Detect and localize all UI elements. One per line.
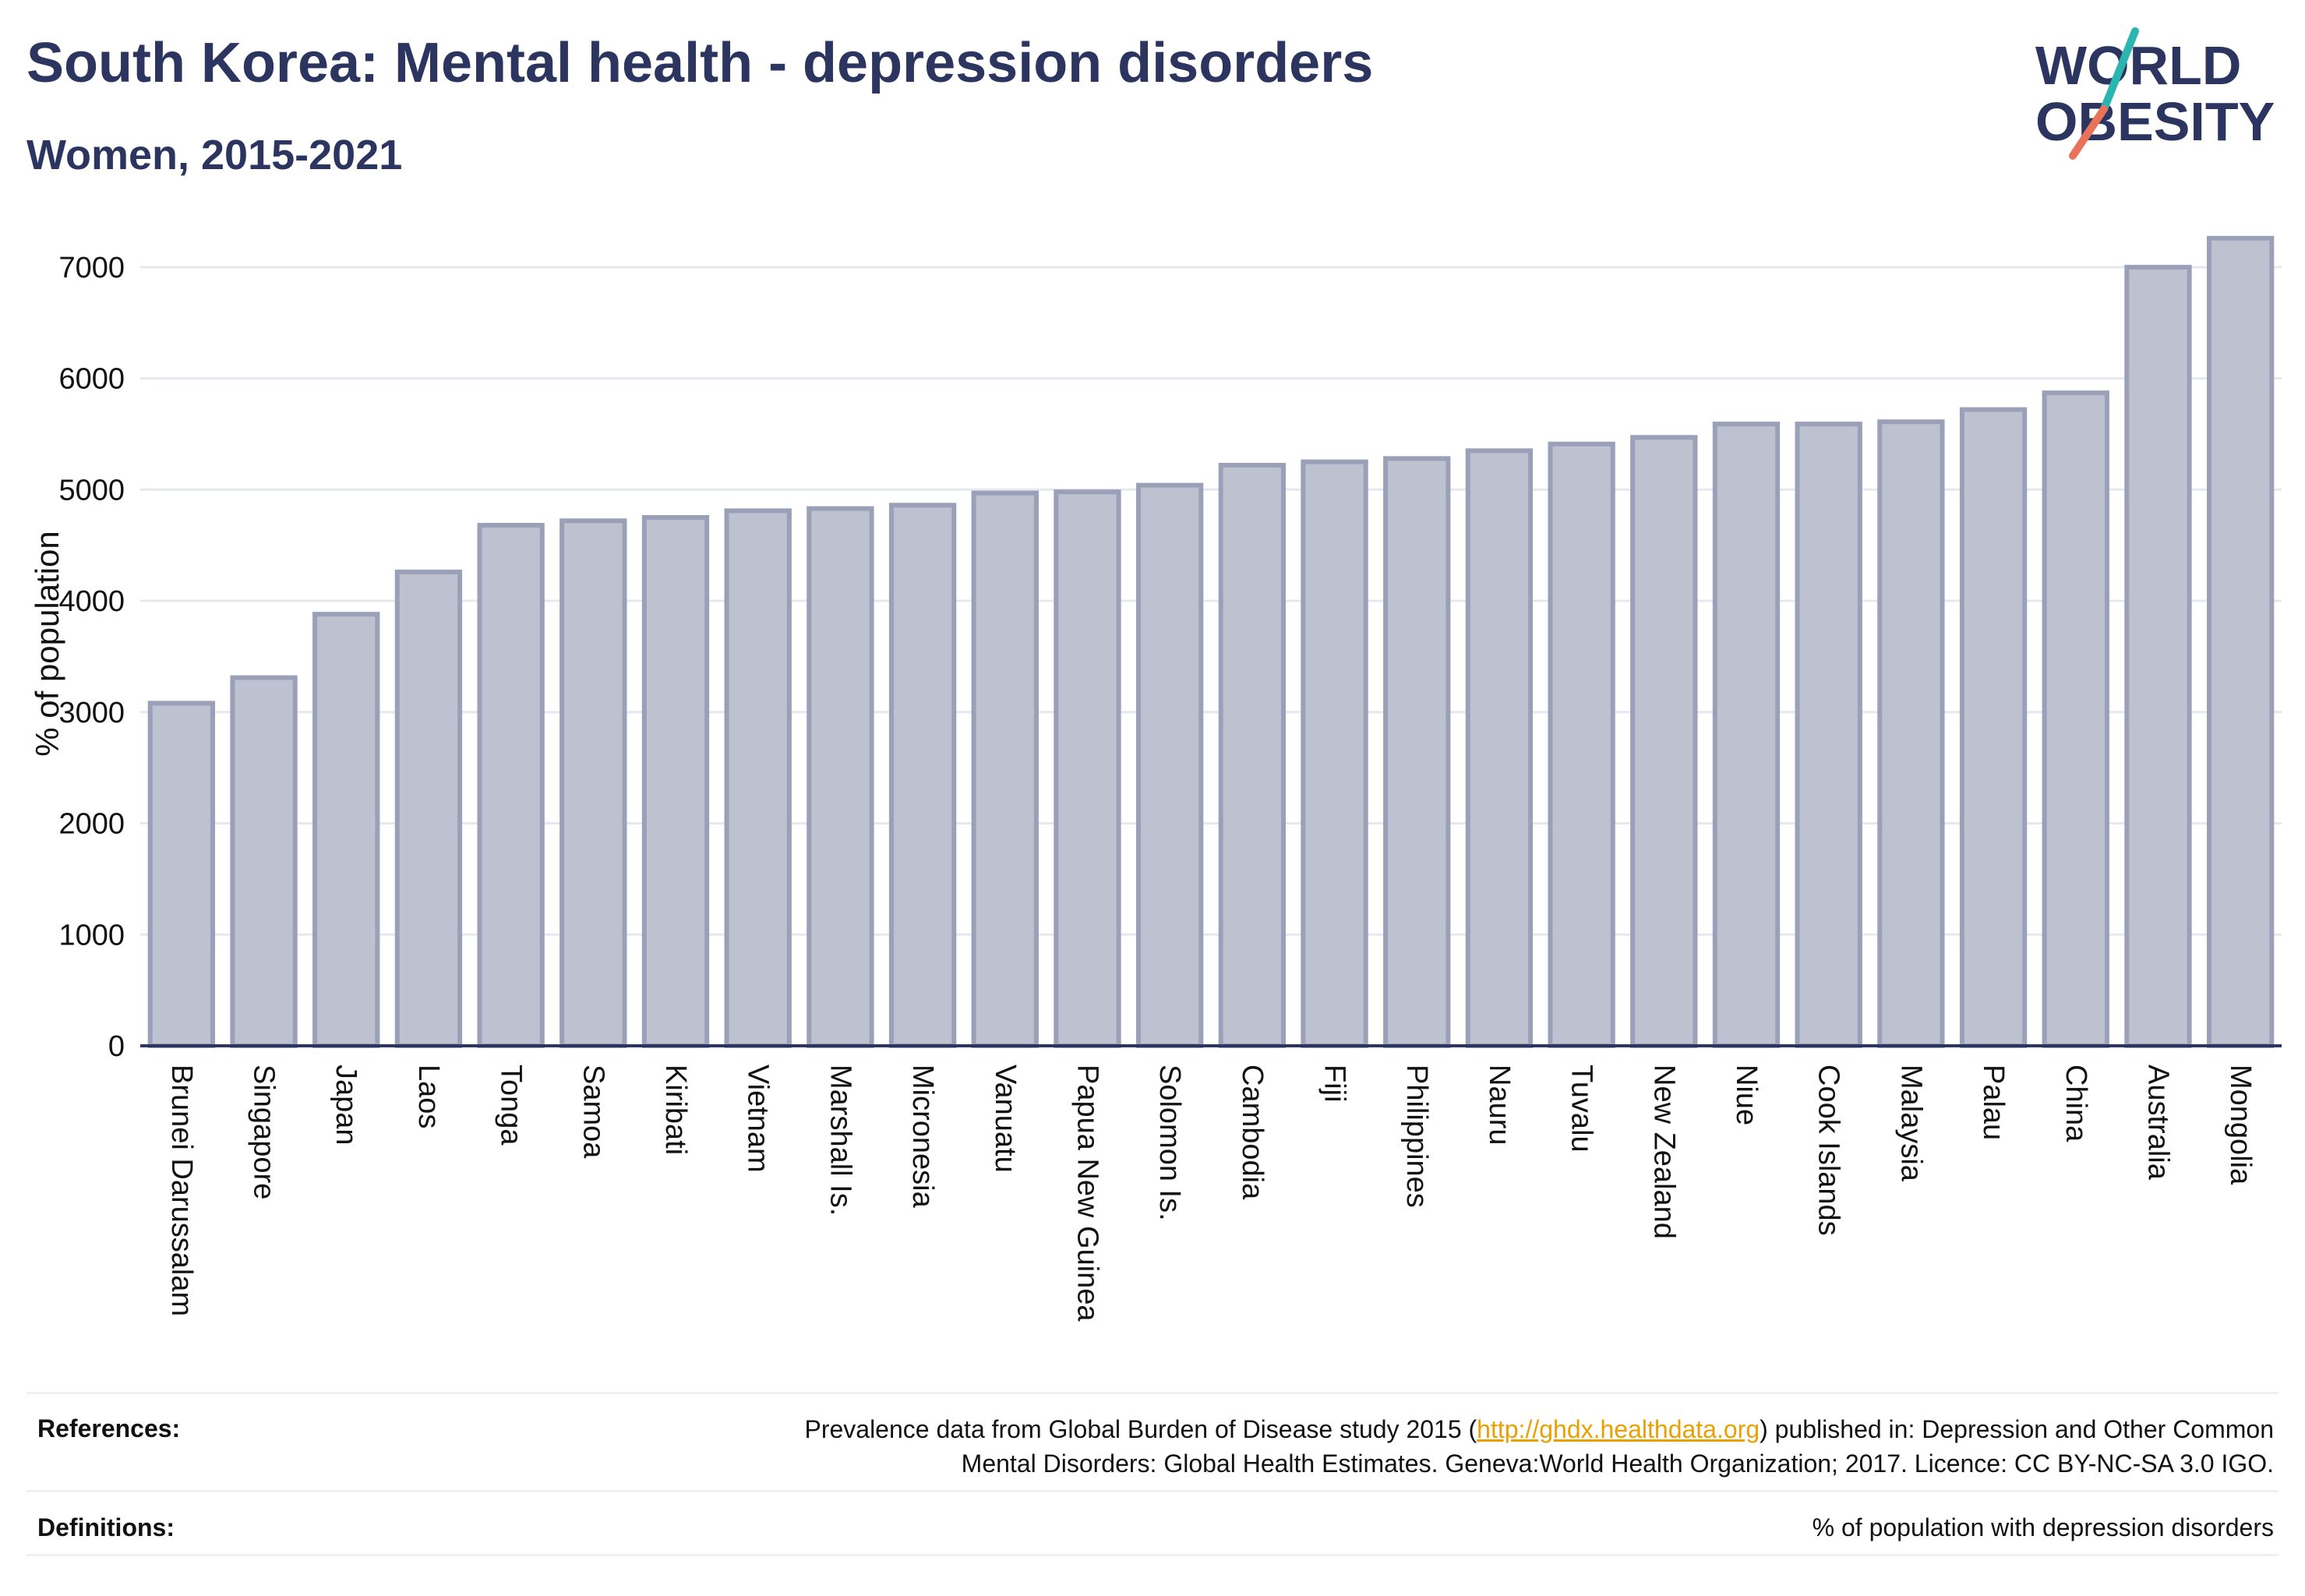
world-obesity-logo: WORLD OBESITY xyxy=(2035,27,2275,160)
references-text-after: ) published in: Depression and Other Com… xyxy=(1760,1415,2274,1443)
x-tick-label: Solomon Is. xyxy=(1153,1065,1186,1221)
x-tick-label: Mongolia xyxy=(2224,1065,2257,1185)
y-tick-label: 4000 xyxy=(58,585,125,618)
x-tick-label: Fiji xyxy=(1318,1065,1351,1103)
y-tick-label: 7000 xyxy=(58,252,125,284)
y-tick-label: 5000 xyxy=(58,474,125,507)
bar-chart: 0 1000 2000 3000 4000 5000 6000 7000 % of popula… xyxy=(29,235,2282,1322)
x-tick-label: Brunei Darussalam xyxy=(165,1065,198,1316)
chart-title: South Korea: Mental health - depression … xyxy=(26,32,1374,94)
bar xyxy=(724,508,792,1048)
logo-slash-teal xyxy=(2100,27,2139,113)
bar xyxy=(394,569,463,1048)
bar xyxy=(2206,235,2275,1048)
bar xyxy=(1959,407,2028,1048)
x-tick-label: Nauru xyxy=(1483,1065,1516,1146)
x-tick-label: Vanuatu xyxy=(989,1065,1022,1173)
bar xyxy=(2124,264,2192,1049)
bar xyxy=(1630,435,1698,1048)
references-text-line2: Mental Disorders: Global Health Estimate… xyxy=(961,1449,2274,1478)
x-tick-label: Marshall Is. xyxy=(824,1065,856,1216)
x-tick-label: Cambodia xyxy=(1236,1065,1269,1200)
x-tick-label: Kiribati xyxy=(659,1065,692,1155)
bar xyxy=(1301,459,1368,1048)
bar xyxy=(1218,462,1287,1048)
logo-slash-coral xyxy=(2069,105,2108,160)
bar xyxy=(559,518,627,1048)
y-axis-label: % of population xyxy=(29,531,65,757)
references-text: Prevalence data from Global Burden of Di… xyxy=(559,1412,2274,1481)
x-tick-label: Japan xyxy=(330,1065,362,1146)
bar xyxy=(1135,482,1204,1048)
x-tick-label: Samoa xyxy=(577,1065,609,1159)
x-tick-label: Niue xyxy=(1730,1065,1763,1125)
logo-line1: WORLD xyxy=(2035,35,2241,96)
footer-divider-top xyxy=(26,1392,2279,1394)
y-tick-label: 2000 xyxy=(58,808,125,841)
definitions-text: % of population with depression disorder… xyxy=(1812,1513,2274,1541)
bar xyxy=(1548,441,1615,1048)
bar xyxy=(312,612,380,1048)
x-tick-label: Laos xyxy=(412,1065,445,1128)
bar xyxy=(2042,390,2109,1048)
bar xyxy=(1465,448,1534,1048)
x-tick-label: Cook Islands xyxy=(1813,1065,1845,1236)
bar xyxy=(1383,456,1451,1048)
bar xyxy=(1795,422,1862,1048)
bar xyxy=(1712,422,1781,1048)
bar xyxy=(230,675,298,1048)
footer-divider-middle xyxy=(26,1490,2279,1492)
x-tick-label: Malaysia xyxy=(1894,1065,1927,1182)
logo-line2: OBESITY xyxy=(2035,91,2275,152)
references-label: References: xyxy=(37,1414,181,1442)
x-tick-label: Palau xyxy=(1977,1065,2010,1140)
chart-subtitle: Women, 2015-2021 xyxy=(26,132,403,178)
y-tick-label: 3000 xyxy=(58,697,125,729)
references-link[interactable]: http://ghdx.healthdata.org xyxy=(1477,1415,1760,1443)
x-tick-label: New Zealand xyxy=(1647,1065,1680,1239)
bar xyxy=(1877,419,1945,1048)
x-tick-label: Vietnam xyxy=(742,1065,775,1173)
bar xyxy=(888,503,957,1048)
x-tick-label: Philippines xyxy=(1400,1065,1433,1208)
x-tick-label: China xyxy=(2060,1065,2092,1142)
y-tick-label: 6000 xyxy=(58,363,125,396)
y-tick-label: 0 xyxy=(108,1030,125,1063)
x-tick-label: Tonga xyxy=(495,1065,528,1146)
bar xyxy=(971,490,1039,1048)
x-tick-label: Tuvalu xyxy=(1565,1065,1598,1153)
references-text-before: Prevalence data from Global Burden of Di… xyxy=(804,1415,1477,1443)
x-tick-label: Singapore xyxy=(248,1065,281,1199)
x-tick-label: Australia xyxy=(2141,1065,2174,1181)
bar xyxy=(641,514,710,1048)
y-tick-label: 1000 xyxy=(58,919,125,952)
definitions-label: Definitions: xyxy=(37,1513,175,1541)
bar xyxy=(147,701,216,1048)
x-tick-label: Micronesia xyxy=(906,1065,939,1209)
x-tick-label: Papua New Guinea xyxy=(1071,1065,1103,1322)
footer-divider-bottom xyxy=(26,1554,2279,1556)
bar xyxy=(807,506,874,1048)
bar xyxy=(1054,489,1121,1048)
bar xyxy=(477,522,545,1048)
